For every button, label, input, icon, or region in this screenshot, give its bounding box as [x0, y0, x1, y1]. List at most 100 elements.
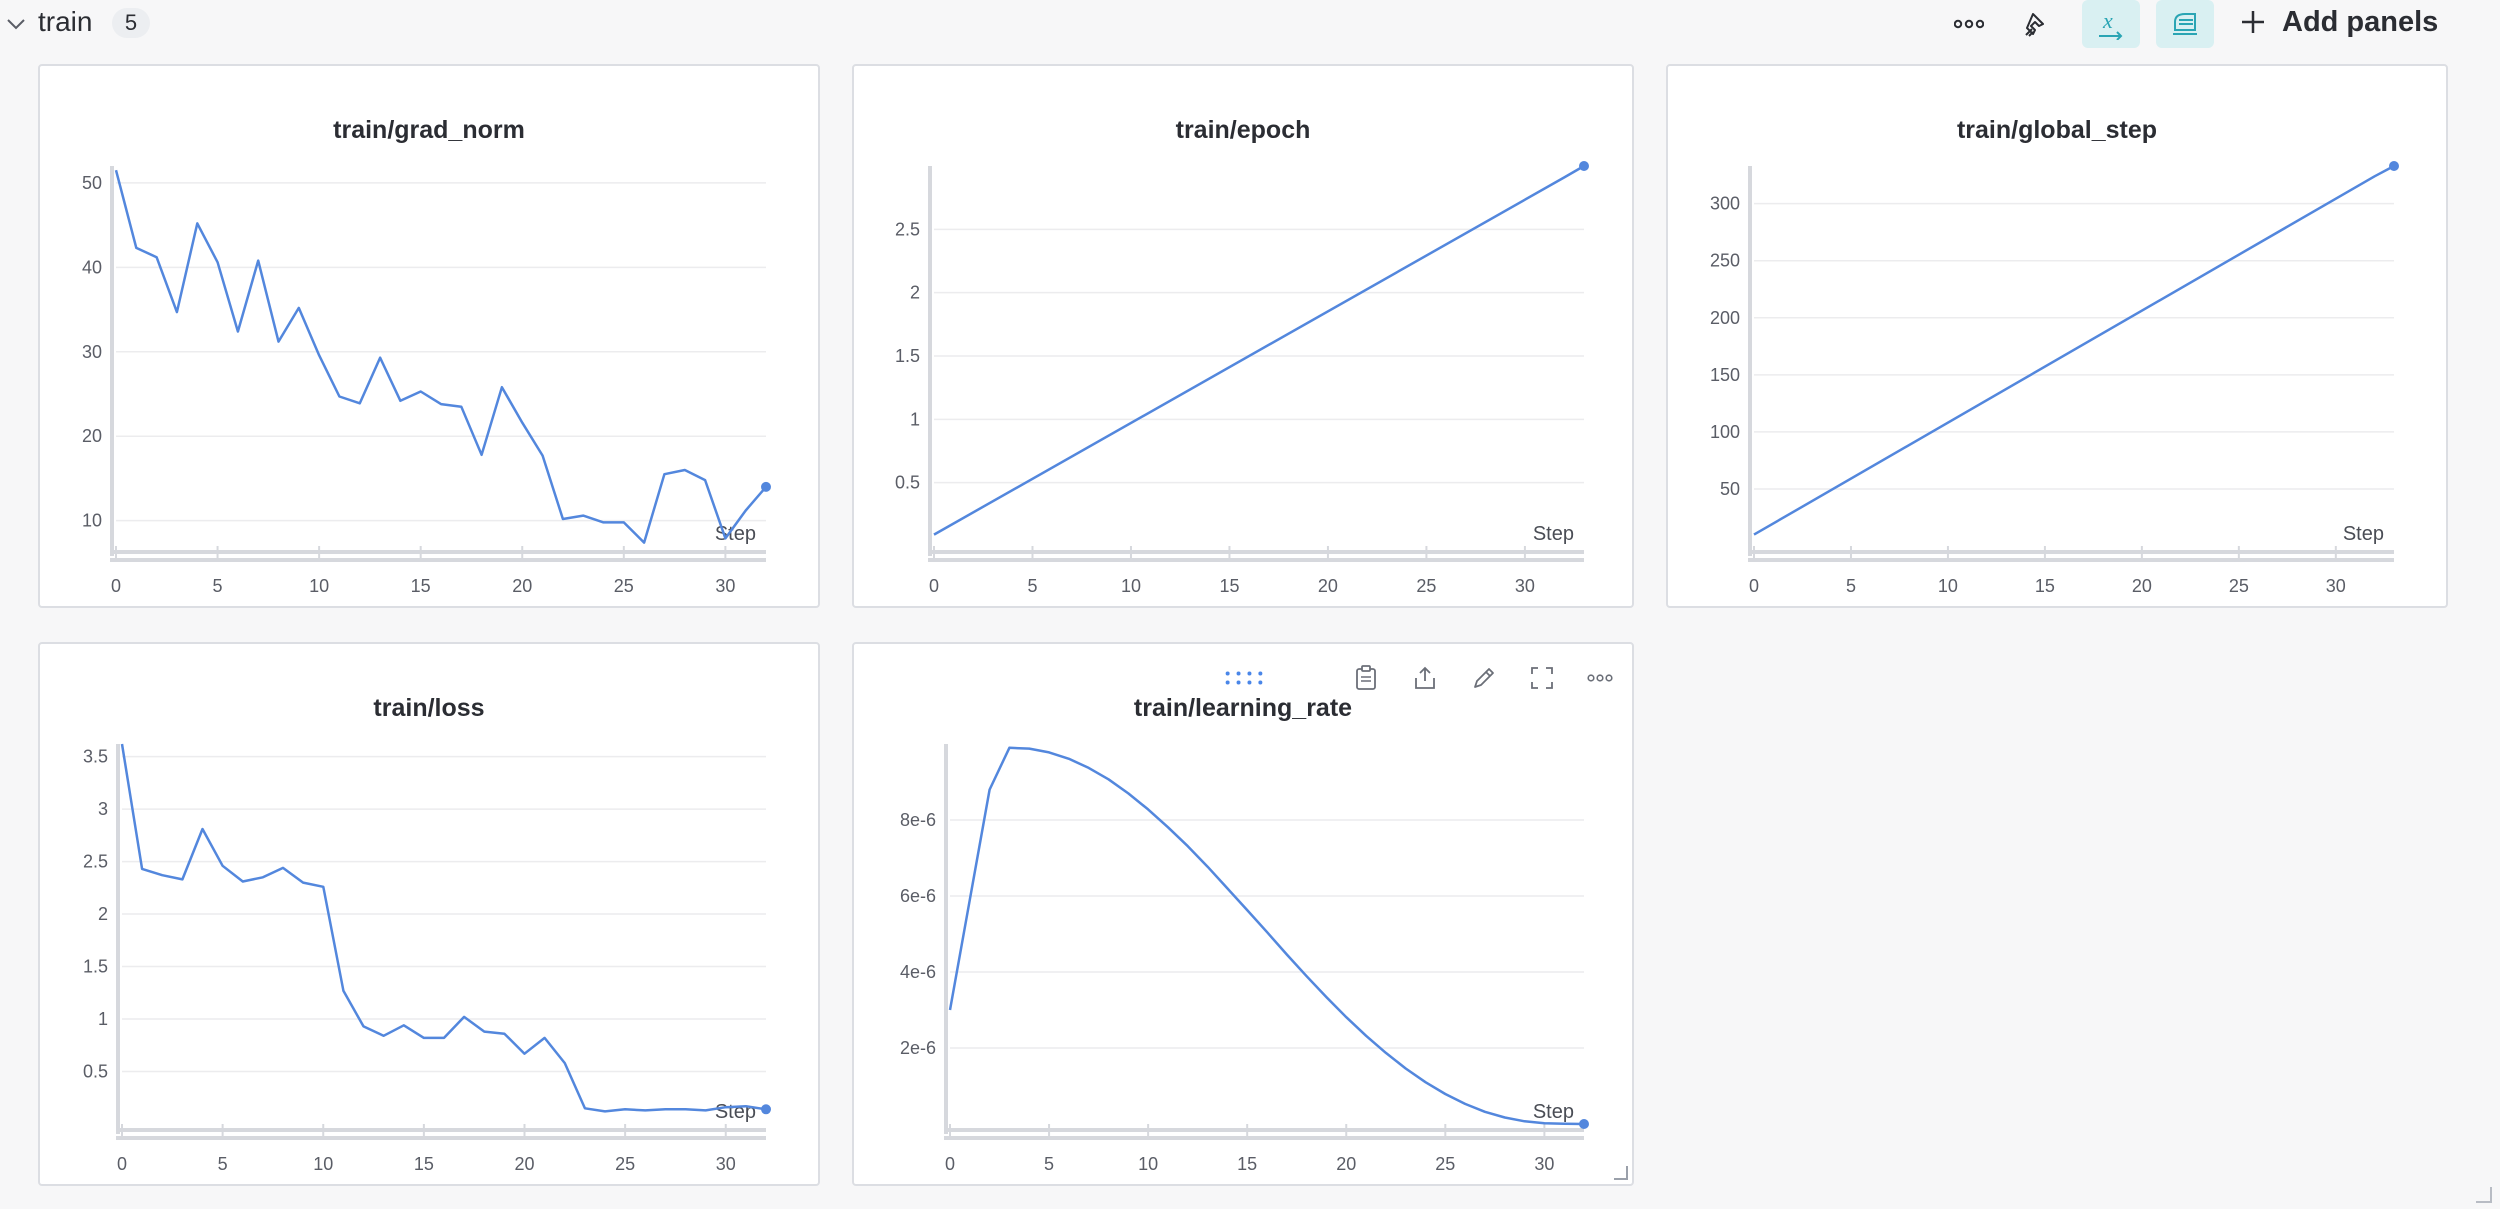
chart-panel-grad-norm[interactable]: train/grad_norm 10 20 30 40 50 0 5 10 15 20 25 30 St… — [38, 64, 820, 608]
panel-title: train/learning_rate — [1133, 694, 1353, 722]
more-icon — [1954, 19, 1984, 29]
y-tick-label: 2.5 — [83, 852, 108, 872]
line-chart: 50 100 150 200 250 300 0 5 10 15 20 25 30 Step — [1710, 161, 2399, 596]
series-line[interactable] — [114, 169, 767, 544]
x-tick-label: 10 — [1121, 576, 1141, 596]
y-tick-label: 8e-6 — [900, 810, 936, 830]
clipboard-icon[interactable] — [1346, 658, 1386, 698]
series-endpoint[interactable] — [2389, 161, 2399, 171]
x-tick-label: 0 — [1749, 576, 1759, 596]
series-endpoint[interactable] — [761, 1104, 771, 1115]
series-line[interactable] — [1753, 164, 2395, 536]
panel-title: train/loss — [373, 694, 485, 722]
svg-text:x: x — [2102, 8, 2113, 33]
x-tick-label: 25 — [2229, 576, 2249, 596]
line-chart: 0.5 1 1.5 2 2.5 3 3.5 0 5 10 15 20 25 30 Step — [83, 743, 771, 1174]
add-panels-button[interactable]: Add panels — [2240, 0, 2438, 44]
y-tick-label: 2 — [910, 283, 920, 303]
x-tick-label: 5 — [1846, 576, 1856, 596]
x-tick-label: 15 — [1237, 1154, 1257, 1174]
x-tick-label: 30 — [716, 1154, 736, 1174]
x-axis-label: Step — [715, 1101, 756, 1123]
x-tick-label: 0 — [111, 576, 121, 596]
x-tick-label: 10 — [313, 1154, 333, 1174]
y-tick-label: 150 — [1710, 365, 1740, 385]
chart-panel-global-step[interactable]: train/global_step 50 100 150 200 250 300 0 5 10 1… — [1666, 64, 2448, 608]
panel-count-badge: 5 — [112, 8, 150, 38]
y-tick-label: 0.5 — [83, 1062, 108, 1082]
y-tick-label: 2.5 — [895, 219, 920, 239]
y-tick-label: 6e-6 — [900, 886, 936, 906]
y-tick-label: 4e-6 — [900, 962, 936, 982]
pin-icon — [2025, 13, 2044, 37]
section-header: train 5 x Add panels — [0, 0, 2500, 48]
chart-panel-epoch[interactable]: train/epoch 0.5 1 1.5 2 2.5 0 5 10 15 20 25 30 Step — [852, 64, 1634, 608]
x-tick-label: 20 — [514, 1154, 534, 1174]
x-tick-label: 25 — [1435, 1154, 1455, 1174]
x-axis-label: Step — [2343, 523, 2384, 545]
chevron-down-icon[interactable] — [4, 12, 28, 36]
series-line[interactable] — [933, 164, 1585, 536]
x-tick-label: 5 — [1027, 576, 1037, 596]
section-title[interactable]: train — [38, 6, 93, 37]
y-tick-label: 0.5 — [895, 473, 920, 493]
x-tick-label: 25 — [1416, 576, 1436, 596]
x-axis-label: Step — [1533, 523, 1574, 545]
x-tick-label: 5 — [1044, 1154, 1054, 1174]
panel-title: train/global_step — [1956, 116, 2158, 144]
line-chart: 2e-6 4e-6 6e-6 8e-6 0 5 10 15 20 25 30 Step — [900, 744, 1589, 1174]
y-tick-label: 2e-6 — [900, 1038, 936, 1058]
y-tick-label: 50 — [82, 173, 102, 193]
series-endpoint[interactable] — [1579, 161, 1589, 171]
pin-button[interactable] — [2008, 0, 2066, 48]
panel-title: train/grad_norm — [333, 116, 525, 144]
share-icon[interactable] — [1405, 658, 1445, 698]
series-endpoint[interactable] — [1579, 1119, 1589, 1129]
x-tick-label: 30 — [715, 576, 735, 596]
y-tick-label: 1 — [910, 409, 920, 429]
fullscreen-icon[interactable] — [1522, 658, 1562, 698]
y-tick-label: 1.5 — [895, 346, 920, 366]
y-tick-label: 200 — [1710, 308, 1740, 328]
y-tick-label: 20 — [82, 426, 102, 446]
y-tick-label: 100 — [1710, 422, 1740, 442]
drag-handle-icon[interactable] — [1224, 658, 1264, 698]
more-icon[interactable] — [1580, 658, 1620, 698]
series-line[interactable] — [948, 746, 1585, 1126]
x-axis-icon: x — [2099, 8, 2123, 40]
x-tick-label: 5 — [218, 1154, 228, 1174]
x-tick-label: 15 — [2035, 576, 2055, 596]
x-tick-label: 5 — [213, 576, 223, 596]
chart-panel-loss[interactable]: train/loss 0.5 1 1.5 2 2.5 3 3.5 0 5 10 15 20 25 30 St… — [38, 642, 820, 1186]
x-tick-label: 0 — [929, 576, 939, 596]
x-axis-label: Step — [1533, 1101, 1574, 1123]
y-tick-label: 3.5 — [83, 747, 108, 767]
x-tick-label: 10 — [309, 576, 329, 596]
x-tick-label: 15 — [411, 576, 431, 596]
resize-handle[interactable] — [1614, 1166, 1628, 1180]
x-tick-label: 25 — [614, 576, 634, 596]
chart-panel-learning-rate[interactable]: train/learning_rate 2e-6 4e-6 6e-6 8e-6 0 5 10… — [852, 642, 1634, 1186]
page-resize-handle[interactable] — [2476, 1187, 2492, 1203]
x-tick-label: 10 — [1138, 1154, 1158, 1174]
x-tick-label: 30 — [2326, 576, 2346, 596]
smoothing-button[interactable] — [2156, 0, 2214, 48]
x-tick-label: 20 — [1336, 1154, 1356, 1174]
x-tick-label: 0 — [117, 1154, 127, 1174]
x-tick-label: 10 — [1938, 576, 1958, 596]
x-axis-button[interactable]: x — [2082, 0, 2140, 48]
y-tick-label: 3 — [98, 799, 108, 819]
x-tick-label: 15 — [1219, 576, 1239, 596]
x-tick-label: 0 — [945, 1154, 955, 1174]
add-panels-label: Add panels — [2282, 5, 2439, 38]
x-tick-label: 20 — [512, 576, 532, 596]
series-line[interactable] — [120, 743, 767, 1113]
line-chart: 0.5 1 1.5 2 2.5 0 5 10 15 20 25 30 Step — [895, 161, 1589, 596]
section-more-button[interactable] — [1940, 0, 1998, 48]
edit-icon[interactable] — [1464, 658, 1504, 698]
y-tick-label: 10 — [82, 511, 102, 531]
y-tick-label: 2 — [98, 904, 108, 924]
x-tick-label: 30 — [1515, 576, 1535, 596]
series-endpoint[interactable] — [761, 481, 771, 492]
